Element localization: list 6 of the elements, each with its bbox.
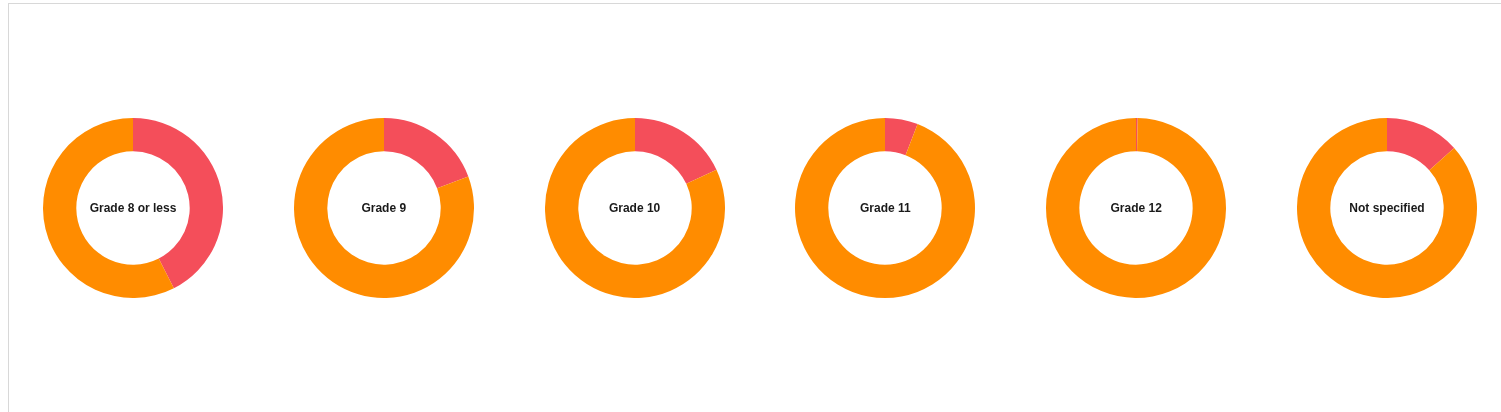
text: Grade 9 — [361, 201, 407, 215]
text: Grade 10 — [608, 201, 661, 215]
text: Grade 11 — [860, 201, 911, 215]
text: Not specified — [1349, 201, 1425, 215]
text: Grade 12 — [1110, 201, 1162, 215]
text: Grade 8 or less — [89, 201, 177, 215]
